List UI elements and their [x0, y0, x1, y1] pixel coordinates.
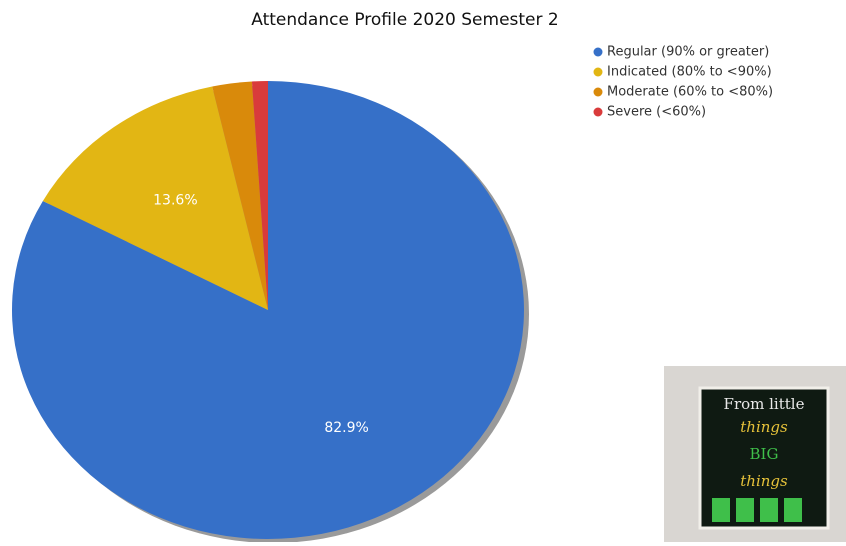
legend-label: Moderate (60% to <80%)	[607, 85, 773, 100]
photo-text: things	[740, 472, 788, 490]
legend-label: Indicated (80% to <90%)	[607, 65, 772, 80]
poster-block	[760, 498, 778, 522]
legend-marker	[594, 108, 603, 117]
photo-text: BIG	[750, 445, 779, 463]
screenshot: Attendance Profile 2020 Semester 2 From …	[0, 0, 846, 542]
legend-marker	[594, 48, 603, 57]
photo-text: From little	[724, 395, 805, 413]
poster-block	[736, 498, 754, 522]
photo-text: things	[740, 418, 788, 436]
poster-block	[712, 498, 730, 522]
legend-marker	[594, 88, 603, 97]
legend-label: Regular (90% or greater)	[607, 45, 769, 60]
legend-marker	[594, 68, 603, 77]
chart-title: Attendance Profile 2020 Semester 2	[251, 10, 558, 30]
inset-photo: From little things BIG things	[664, 366, 846, 542]
legend-label: Severe (<60%)	[607, 105, 706, 120]
data-label: 13.6%	[153, 192, 197, 208]
poster-block	[784, 498, 802, 522]
data-label: 82.9%	[324, 420, 368, 436]
